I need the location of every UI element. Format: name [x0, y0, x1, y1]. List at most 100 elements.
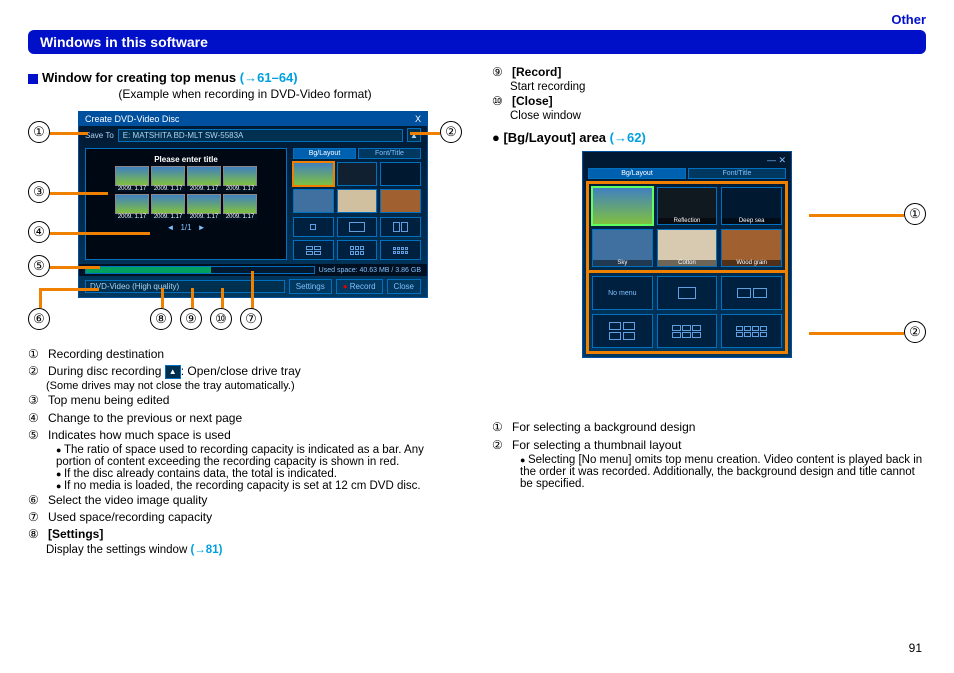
bg-design-grid: [293, 162, 421, 213]
layout-option[interactable]: [293, 217, 334, 237]
bg-option[interactable]: Reflection: [657, 187, 718, 225]
layout-option[interactable]: [337, 240, 378, 260]
quality-select[interactable]: DVD-Video (High quality): [85, 280, 285, 293]
callout-9: ⑨: [180, 308, 202, 330]
legend-num: ③: [28, 392, 44, 408]
legend-num: ②: [492, 437, 508, 453]
line: [50, 192, 108, 195]
callout-6: ⑥: [28, 308, 50, 330]
legend-text: [Record]: [512, 64, 561, 80]
callout-8: ⑧: [150, 308, 172, 330]
line: [50, 232, 150, 235]
section-title-left: Window for creating top menus (→61–64): [28, 70, 462, 85]
line: [39, 288, 99, 291]
drive-select[interactable]: E: MATSHITA BD-MLT SW-5583A: [118, 129, 403, 142]
line: [39, 288, 42, 308]
pager-next[interactable]: ►: [198, 223, 206, 232]
line: [191, 288, 194, 308]
legend-bullet: If no media is loaded, the recording cap…: [56, 480, 462, 492]
menu-thumb[interactable]: 2009. 1.17: [115, 166, 149, 192]
section-title-text: Window for creating top menus: [42, 70, 236, 85]
menu-thumb[interactable]: 2009. 1.17: [115, 194, 149, 220]
layout-option[interactable]: [721, 314, 782, 348]
bg-option[interactable]: [337, 189, 378, 213]
layout-option[interactable]: [337, 217, 378, 237]
legend-text: Recording destination: [48, 346, 164, 362]
menu-thumb[interactable]: 2009. 1.17: [223, 194, 257, 220]
close-button[interactable]: Close: [387, 279, 421, 294]
line: [221, 288, 224, 308]
eject-icon[interactable]: ▲: [407, 128, 421, 142]
callout-4: ④: [28, 221, 50, 243]
callout-1: ①: [904, 203, 926, 225]
tab-font-title[interactable]: Font/Title: [358, 148, 421, 159]
square-icon: [28, 74, 38, 84]
bg-option[interactable]: [380, 162, 421, 186]
legend-text: Change to the previous or next page: [48, 410, 242, 426]
menu-thumb[interactable]: 2009. 1.17: [151, 194, 185, 220]
menu-thumb[interactable]: 2009. 1.17: [187, 194, 221, 220]
tab-bg-layout[interactable]: Bg/Layout: [588, 168, 686, 179]
layout-option[interactable]: [657, 276, 718, 310]
legend-num: ①: [28, 346, 44, 362]
callout-2: ②: [904, 321, 926, 343]
section-link[interactable]: (→61–64): [240, 70, 298, 85]
pager-prev[interactable]: ◄: [167, 223, 175, 232]
figure-right: ① ② — ✕ Bg/Layout Font/Title Reflection …: [492, 151, 926, 411]
legend-num: ⑩: [492, 93, 508, 109]
app-title-bar: Create DVD-Video Disc X: [79, 112, 427, 126]
layout-option[interactable]: [380, 217, 421, 237]
legend-num: ①: [492, 419, 508, 435]
left-column: Window for creating top menus (→61–64) (…: [28, 64, 462, 556]
legend-text: Indicates how much space is used: [48, 427, 231, 443]
callout-2: ②: [440, 121, 462, 143]
right-column: ⑨[Record] Start recording ⑩[Close] Close…: [492, 64, 926, 556]
layout-option-nomenu[interactable]: No menu: [592, 276, 653, 310]
menu-thumb[interactable]: 2009. 1.17: [187, 166, 221, 192]
section-link[interactable]: (→62): [610, 130, 646, 145]
tab-bg-layout[interactable]: Bg/Layout: [293, 148, 356, 159]
bg-option[interactable]: [293, 189, 334, 213]
legend-text: During disc recording ▲: Open/close driv…: [48, 363, 301, 379]
settings-button[interactable]: Settings: [289, 279, 332, 294]
category-label: Other: [28, 12, 926, 27]
callout-7: ⑦: [240, 308, 262, 330]
line: [809, 214, 904, 217]
page-title: Windows in this software: [28, 30, 926, 54]
legend-num: ④: [28, 410, 44, 426]
space-text: Used space: 40.63 MB / 3.86 GB: [319, 267, 421, 274]
bg-option[interactable]: [293, 162, 334, 186]
preview-title[interactable]: Please enter title: [90, 155, 282, 164]
tab-font-title[interactable]: Font/Title: [688, 168, 786, 179]
menu-thumb[interactable]: 2009. 1.17: [151, 166, 185, 192]
drive-label: Save To: [85, 131, 114, 140]
legend-num: ⑨: [492, 64, 508, 80]
layout-option[interactable]: [380, 240, 421, 260]
page-link[interactable]: (→81): [190, 544, 222, 556]
bg-option[interactable]: [337, 162, 378, 186]
layout-option[interactable]: [293, 240, 334, 260]
record-button[interactable]: Record: [336, 279, 383, 294]
layout-option[interactable]: [721, 276, 782, 310]
page-number: 91: [909, 641, 922, 655]
eject-icon: ▲: [165, 365, 181, 379]
menu-thumb[interactable]: 2009. 1.17: [223, 166, 257, 192]
legend-bullet: Selecting [No menu] omits top menu creat…: [520, 454, 926, 490]
close-icon[interactable]: X: [415, 114, 421, 124]
bg-option[interactable]: Cotton: [657, 229, 718, 267]
legend-num: ②: [28, 363, 44, 379]
layout-option[interactable]: [592, 314, 653, 348]
bg-option[interactable]: Deep sea: [721, 187, 782, 225]
legend-num: ⑥: [28, 492, 44, 508]
minimize-icon[interactable]: — ✕: [767, 155, 786, 166]
layout-option[interactable]: [657, 314, 718, 348]
bg-option[interactable]: Wood grain: [721, 229, 782, 267]
legend-num: ⑤: [28, 427, 44, 443]
callout-5: ⑤: [28, 255, 50, 277]
bg-option[interactable]: Sky: [592, 229, 653, 267]
bg-option[interactable]: [592, 187, 653, 225]
legend-text: [Close]: [512, 93, 553, 109]
legend-sub: Display the settings window (→81): [46, 544, 462, 556]
legend-text: For selecting a thumbnail layout: [512, 437, 681, 453]
bg-option[interactable]: [380, 189, 421, 213]
